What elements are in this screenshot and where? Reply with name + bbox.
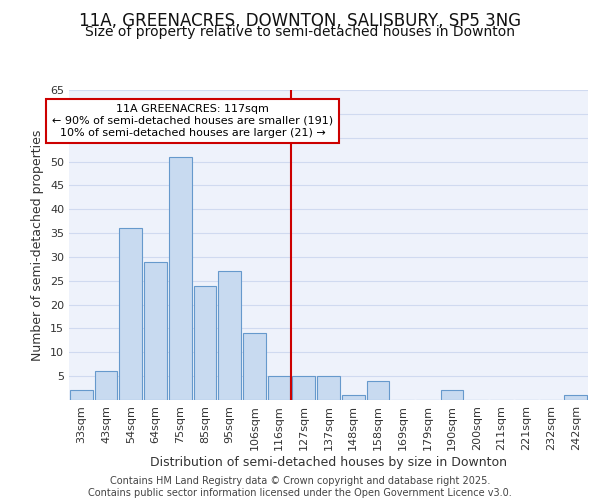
- Bar: [367, 381, 389, 400]
- Bar: [317, 376, 340, 400]
- Bar: [268, 376, 290, 400]
- Bar: [194, 286, 216, 400]
- Bar: [342, 395, 365, 400]
- Bar: [564, 395, 587, 400]
- Bar: [243, 333, 266, 400]
- Bar: [292, 376, 315, 400]
- Text: 11A, GREENACRES, DOWNTON, SALISBURY, SP5 3NG: 11A, GREENACRES, DOWNTON, SALISBURY, SP5…: [79, 12, 521, 30]
- Bar: [218, 271, 241, 400]
- Text: Contains HM Land Registry data © Crown copyright and database right 2025.
Contai: Contains HM Land Registry data © Crown c…: [88, 476, 512, 498]
- Bar: [70, 390, 93, 400]
- Text: Size of property relative to semi-detached houses in Downton: Size of property relative to semi-detach…: [85, 25, 515, 39]
- Bar: [169, 157, 191, 400]
- X-axis label: Distribution of semi-detached houses by size in Downton: Distribution of semi-detached houses by …: [150, 456, 507, 468]
- Bar: [144, 262, 167, 400]
- Y-axis label: Number of semi-detached properties: Number of semi-detached properties: [31, 130, 44, 360]
- Bar: [441, 390, 463, 400]
- Text: 11A GREENACRES: 117sqm
← 90% of semi-detached houses are smaller (191)
10% of se: 11A GREENACRES: 117sqm ← 90% of semi-det…: [52, 104, 333, 138]
- Bar: [119, 228, 142, 400]
- Bar: [95, 372, 118, 400]
